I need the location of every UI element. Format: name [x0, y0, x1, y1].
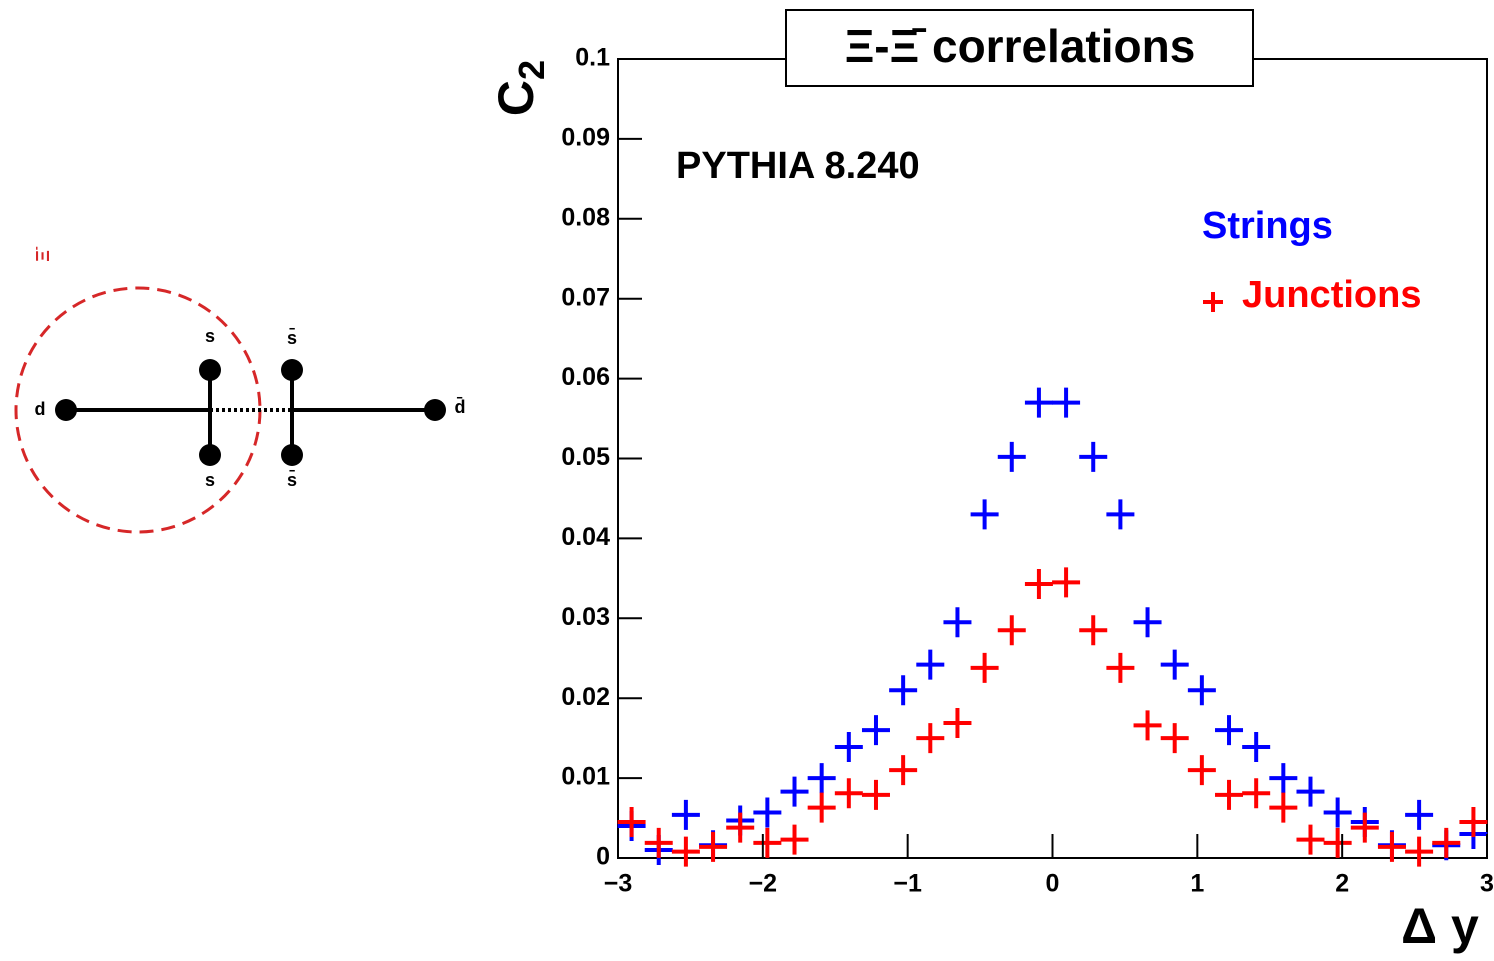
- y-tick-label: 0.1: [575, 44, 610, 72]
- data-point: [1242, 731, 1271, 762]
- data-point: [780, 824, 809, 855]
- data-point: [861, 779, 890, 810]
- x-axis-label: Δ y: [1401, 898, 1479, 954]
- data-point: [1160, 649, 1189, 680]
- data-point: [644, 827, 673, 858]
- annotation: PYTHIA 8.240: [676, 145, 920, 187]
- data-point: [943, 707, 972, 738]
- data-point: [1187, 675, 1216, 706]
- y-tick-label: 0.07: [561, 283, 610, 311]
- data-point: [970, 499, 999, 530]
- data-point: [1079, 615, 1108, 646]
- chart-title: Ξ-Ξ̄ correlations: [845, 20, 1196, 72]
- y-tick-label: 0.03: [561, 603, 610, 631]
- data-point: [1052, 387, 1081, 418]
- quark: [199, 359, 221, 381]
- data-point: [889, 675, 918, 706]
- data-point: [1269, 792, 1298, 823]
- quark-label: s̄: [287, 328, 297, 348]
- y-tick-label: 0.02: [561, 683, 610, 711]
- x-tick-label: 3: [1480, 870, 1494, 898]
- data-point: [807, 792, 836, 823]
- data-point: [1187, 755, 1216, 786]
- data-point: [1133, 607, 1162, 638]
- data-point: [834, 778, 863, 809]
- quark-label: d̄: [455, 397, 466, 417]
- legend-marker: [1203, 292, 1223, 312]
- data-point: [1269, 763, 1298, 794]
- data-point: [699, 831, 728, 862]
- y-tick-label: 0: [596, 843, 610, 871]
- quark: [281, 444, 303, 466]
- data-point: [1052, 567, 1081, 598]
- data-point: [671, 799, 700, 830]
- data-point: [617, 807, 646, 838]
- data-point: [1323, 797, 1352, 828]
- data-point: [1405, 799, 1434, 830]
- y-tick-label: 0.08: [561, 203, 610, 231]
- data-point: [889, 755, 918, 786]
- hadron-label: Ξ-: [29, 246, 53, 262]
- quark: [55, 399, 77, 421]
- data-point: [1459, 807, 1488, 838]
- legend-label: Junctions: [1242, 274, 1421, 316]
- y-tick-label: 0.01: [561, 763, 610, 791]
- data-point: [916, 723, 945, 754]
- data-point: [861, 715, 890, 746]
- data-point: [1242, 778, 1271, 809]
- data-point: [943, 607, 972, 638]
- data-point: [753, 797, 782, 828]
- data-point: [1106, 499, 1135, 530]
- data-point: [1024, 387, 1053, 418]
- quark: [199, 444, 221, 466]
- data-point: [1215, 779, 1244, 810]
- data-point: [1377, 831, 1406, 862]
- title-box: [785, 9, 1254, 87]
- data-point: [753, 827, 782, 858]
- data-point: [1133, 710, 1162, 741]
- quark: [424, 399, 446, 421]
- quark-label: s̄: [287, 470, 297, 490]
- x-tick-label: −1: [893, 870, 922, 898]
- data-point: [1296, 824, 1325, 855]
- quark-label: s: [205, 470, 215, 490]
- diagram: Ξ- d s s s̄ s̄ d̄: [14, 246, 466, 534]
- y-tick-label: 0.06: [561, 363, 610, 391]
- x-tick-label: 1: [1190, 870, 1204, 898]
- data-point: [1024, 568, 1053, 599]
- data-point: [1079, 441, 1108, 472]
- y-tick-label: 0.04: [561, 523, 610, 551]
- data-point: [1160, 723, 1189, 754]
- data-point: [1323, 827, 1352, 858]
- data-point: [671, 836, 700, 867]
- data-point: [1350, 812, 1379, 843]
- quark-label: d: [35, 399, 46, 419]
- data-point: [726, 812, 755, 843]
- quark: [281, 359, 303, 381]
- quark-label: s: [205, 326, 215, 346]
- data-point: [807, 763, 836, 794]
- data-point: [1296, 776, 1325, 807]
- data-point: [1215, 715, 1244, 746]
- data-point: [1432, 827, 1461, 858]
- data-point: [970, 652, 999, 683]
- x-tick-label: −2: [749, 870, 778, 898]
- data-point: [997, 441, 1026, 472]
- data-point: [916, 649, 945, 680]
- data-point: [1106, 652, 1135, 683]
- y-axis-label: C2: [488, 60, 551, 116]
- x-tick-label: −3: [604, 870, 633, 898]
- legend-label: Strings: [1202, 205, 1333, 247]
- x-tick-label: 0: [1046, 870, 1060, 898]
- data-point: [780, 776, 809, 807]
- data-point: [1405, 836, 1434, 867]
- data-point: [997, 615, 1026, 646]
- plot: [617, 387, 1488, 867]
- y-tick-label: 0.09: [561, 124, 610, 152]
- y-tick-label: 0.05: [561, 443, 610, 471]
- data-point: [834, 731, 863, 762]
- x-tick-label: 2: [1335, 870, 1349, 898]
